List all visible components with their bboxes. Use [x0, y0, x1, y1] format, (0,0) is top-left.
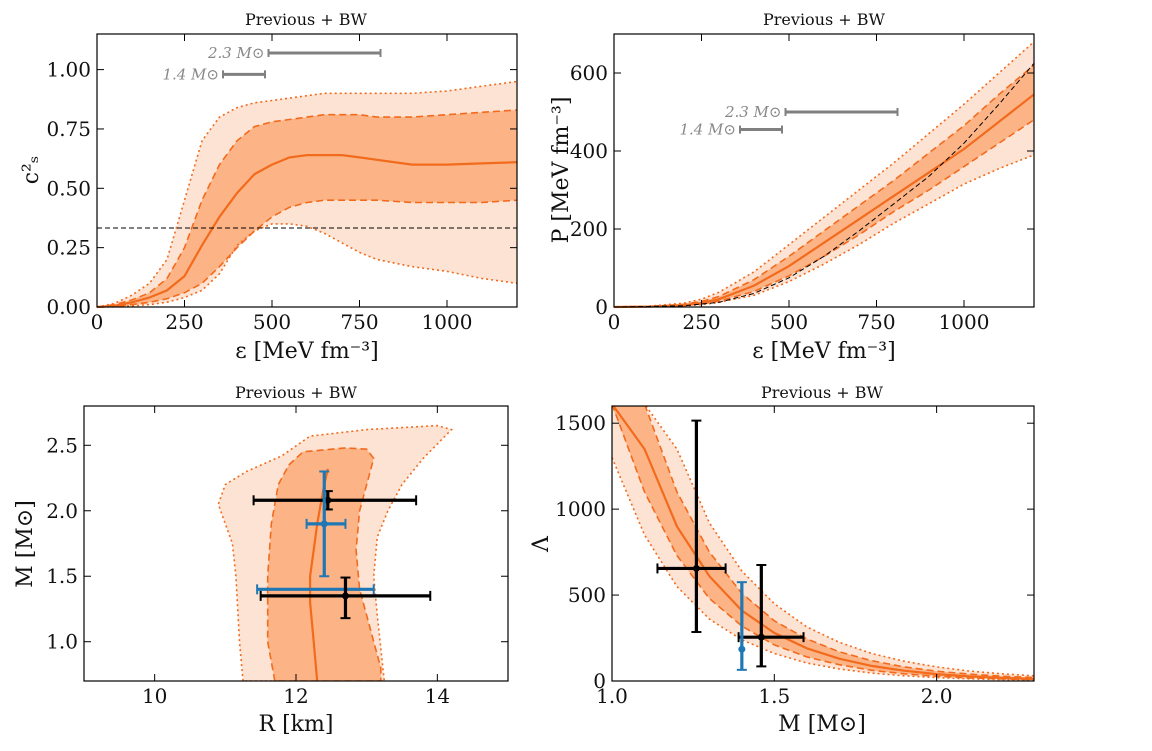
tidal-bands: [612, 406, 1034, 681]
x-tick-label: 250: [682, 310, 720, 334]
panel4-frame: [611, 405, 1035, 682]
panel4-ylabel: Λ: [529, 535, 554, 553]
panel1-ylabel: c²ₛ: [19, 156, 44, 185]
band-95-lower-edge: [96, 223, 518, 308]
panel2-frame: [613, 33, 1035, 308]
y-tick-label: 200: [570, 217, 608, 241]
reference-curve: [613, 62, 1035, 308]
band-68-upper-edge: [613, 64, 1035, 308]
x-tick-label: 0: [91, 310, 104, 334]
panel-sound-speed: Previous + BW 1.4 M⊙ 2.3 M⊙ 0 250 500 750 100…: [19, 10, 518, 364]
x-tick-label: 12: [283, 684, 308, 708]
panel1-title: Previous + BW: [245, 10, 368, 29]
mass-range-label: 2.3 M⊙: [724, 103, 782, 121]
x-tick-label: 750: [340, 310, 378, 334]
panel3-xlabel: R [km]: [259, 712, 334, 737]
y-tick-label: 0.00: [46, 295, 91, 319]
band-95-lower-edge: [612, 457, 1034, 681]
y-tick-label: 0: [593, 669, 606, 693]
x-tick-label: 1.5: [758, 684, 790, 708]
y-tick-label: 2.5: [46, 433, 78, 457]
y-tick-label: 600: [570, 61, 608, 85]
mass-radius-bands: [217, 424, 454, 681]
panel-tidal-deformability: Previous + BW 1.0 1.5 2.0 0 500 1000 1500 M [M…: [529, 383, 1035, 737]
panel-pressure: Previous + BW 1.4 M⊙2.3 M⊙ 0 250 500 750 100…: [549, 10, 1035, 364]
panel4-xlabel: M [M⊙]: [778, 712, 866, 737]
panel1-xlabel: ε [MeV fm⁻³]: [235, 339, 378, 364]
median-line: [613, 93, 1035, 309]
y-tick-label: 1000: [555, 497, 606, 521]
x-tick-label: 500: [253, 310, 291, 334]
mass-range-label: 1.4 M⊙: [679, 121, 736, 139]
errorbar-point: [692, 564, 700, 572]
band-95-upper-edge: [96, 80, 518, 308]
band-68: [97, 110, 517, 307]
y-tick-label: 1.5: [46, 564, 78, 588]
band-95: [614, 41, 1034, 308]
y-tick-label: 0.75: [46, 117, 91, 141]
y-tick-label: 2.0: [46, 499, 78, 523]
panel4-title: Previous + BW: [761, 383, 884, 402]
band-68-lower-edge: [96, 199, 518, 308]
errorbar-point: [341, 592, 349, 600]
x-tick-label: 250: [165, 310, 203, 334]
y-tick-label: 1500: [555, 411, 606, 435]
x-tick-label: 1.0: [596, 684, 628, 708]
errorbar-point: [320, 520, 328, 528]
errorbar-point: [757, 633, 765, 641]
errorbar-point: [738, 645, 746, 653]
mass-range-label: 1.4 M⊙: [162, 65, 219, 83]
y-tick-label: 1.00: [46, 58, 91, 82]
panel2-ylabel: P [MeV fm⁻³]: [549, 97, 574, 244]
y-tick-label: 0.50: [46, 176, 91, 200]
band-68-upper-edge: [644, 406, 1034, 679]
errorbar-point: [324, 496, 332, 504]
y-tick-label: 500: [568, 583, 606, 607]
x-tick-label: 10: [142, 684, 167, 708]
panel3-ylabel: M [M⊙]: [13, 500, 38, 588]
x-tick-label: 500: [770, 310, 808, 334]
x-tick-label: 1000: [422, 310, 473, 334]
x-tick-label: 1000: [939, 310, 990, 334]
median-line: [96, 154, 518, 309]
x-tick-label: 14: [425, 684, 450, 708]
y-tick-label: 400: [570, 139, 608, 163]
y-tick-label: 0.25: [46, 236, 91, 260]
median-line: [612, 406, 1034, 680]
x-tick-label: 0: [608, 310, 621, 334]
x-tick-label: 750: [857, 310, 895, 334]
panel-mass-radius: Previous + BW 10 12 141.01.52.02.5 R [km] …: [13, 383, 509, 737]
band-68-upper-edge: [96, 109, 518, 308]
panel2-title: Previous + BW: [763, 10, 886, 29]
panel1-frame: [96, 33, 518, 308]
panel3-title: Previous + BW: [235, 383, 358, 402]
band-95-upper-edge: [644, 406, 1034, 677]
x-tick-label: 2.0: [921, 684, 953, 708]
y-tick-label: 1.0: [46, 630, 78, 654]
mass-range-label: 2.3 M⊙: [207, 44, 265, 62]
band-95: [612, 406, 1034, 681]
y-tick-label: 0: [595, 295, 608, 319]
panel2-xlabel: ε [MeV fm⁻³]: [752, 339, 895, 364]
